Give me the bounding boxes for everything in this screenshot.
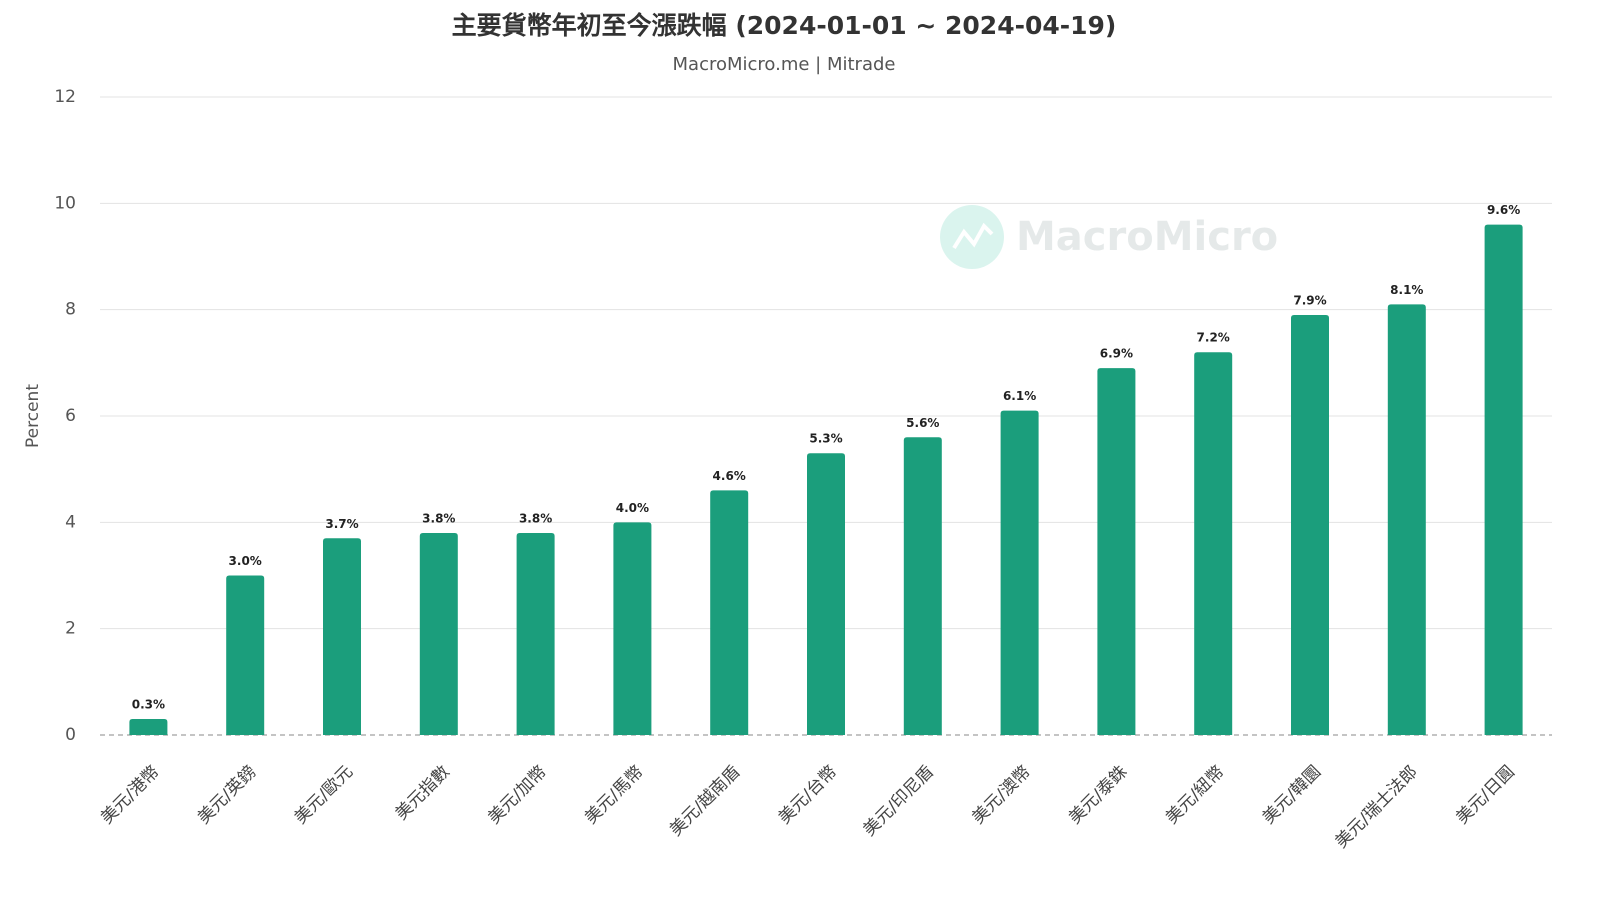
y-tick-label: 4 [65,512,76,532]
y-tick-label: 2 [65,619,76,639]
bar [1484,224,1523,735]
value-label: 7.2% [1197,331,1230,345]
value-label: 5.6% [906,416,939,430]
x-tick-label: 美元/馬幣 [581,762,647,828]
y-tick-label: 12 [54,87,76,107]
x-tick-label: 美元/印尼盾 [860,762,938,840]
y-tick-label: 8 [65,300,76,320]
x-tick-label: 美元/瑞士法郎 [1332,762,1422,852]
bar [903,437,942,735]
value-label: 8.1% [1390,283,1423,297]
value-label: 3.8% [519,511,552,525]
y-axis-title: Percent [23,384,43,448]
watermark-text: MacroMicro [1016,214,1278,260]
value-label: 9.6% [1487,203,1520,217]
value-label: 4.6% [713,469,746,483]
bar [226,575,265,735]
x-tick-label: 美元/台幣 [775,762,841,828]
watermark-logo [940,205,1004,269]
bar [807,453,845,735]
x-tick-label: 美元/港幣 [97,762,163,828]
value-label: 5.3% [809,432,842,446]
value-label: 0.3% [132,698,165,712]
bar [710,490,749,735]
x-tick-label: 美元/紐幣 [1162,762,1228,828]
x-tick-label: 美元/加幣 [484,762,550,828]
bar [1097,368,1136,735]
value-label: 7.9% [1293,293,1326,307]
y-tick-label: 6 [65,406,76,426]
y-tick-label: 0 [65,725,76,745]
bar [1000,410,1039,735]
x-tick-label: 美元/日圓 [1452,762,1518,828]
x-tick-label: 美元/泰銖 [1065,762,1131,828]
x-tick-label: 美元指數 [392,762,454,824]
y-tick-label: 10 [54,193,76,213]
x-tick-label: 美元/歐元 [291,762,357,828]
value-label: 4.0% [616,501,649,515]
value-label: 3.8% [422,511,455,525]
bar [419,532,458,735]
value-label: 3.7% [325,517,358,531]
x-tick-label: 美元/韓圜 [1259,762,1325,828]
value-label: 6.9% [1100,347,1133,361]
bar [129,719,168,735]
chart-title: 主要貨幣年初至今漲跌幅 (2024-01-01 ~ 2024-04-19) [452,11,1117,40]
value-label: 3.0% [229,554,262,568]
bar [1291,314,1329,735]
watermark: MacroMicro [940,205,1278,269]
bar [613,522,652,735]
value-label: 6.1% [1003,389,1036,403]
chart-subtitle: MacroMicro.me | Mitrade [673,54,896,75]
x-tick-label: 美元/英鎊 [194,762,260,828]
x-tick-label: 美元/越南盾 [666,762,744,840]
bar [516,532,555,735]
watermark-icon [952,222,994,250]
bar [323,538,361,735]
bar [1387,304,1426,735]
bar [1194,352,1233,735]
x-tick-label: 美元/澳幣 [968,762,1034,828]
